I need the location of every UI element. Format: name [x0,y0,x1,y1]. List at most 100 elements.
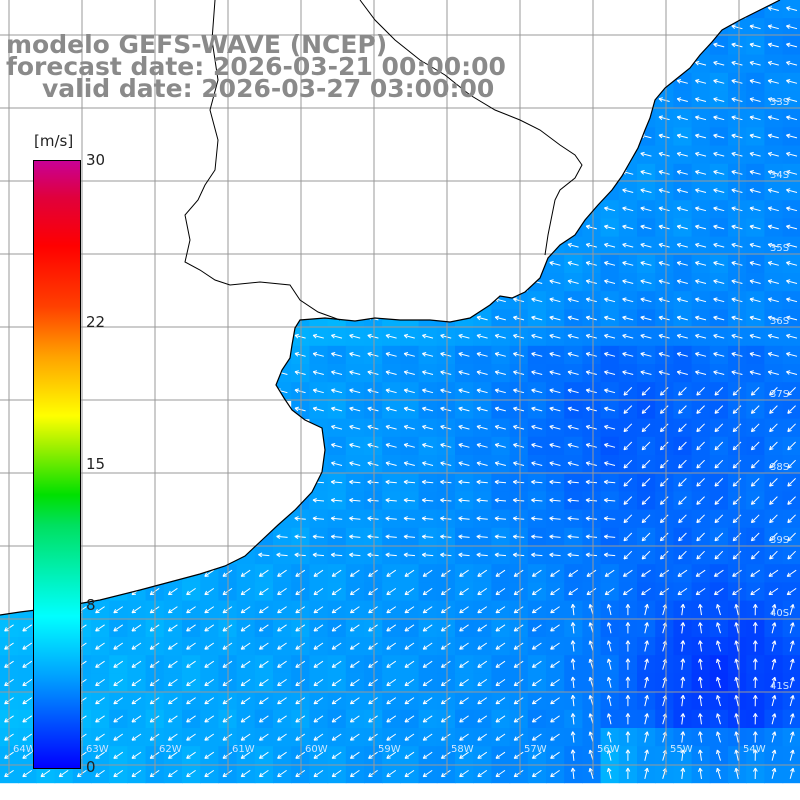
wind-arrow [440,352,452,357]
wind-arrow [640,224,652,230]
wind-arrow [385,388,397,394]
wind-arrow [606,640,612,652]
colorbar-unit: [m/s] [34,132,74,150]
wind-arrow [477,715,488,723]
wind-arrow [749,297,761,303]
wind-arrow [204,606,215,614]
wind-arrow [696,405,705,414]
wind-arrow [769,496,778,505]
wind-arrow [567,352,579,357]
wind-arrow [368,606,378,614]
wind-arrow [585,352,597,357]
wind-arrow [644,676,649,689]
land-mask [0,0,780,615]
wind-arrow [771,749,777,761]
wind-arrow [367,352,379,357]
wind-arrow [422,733,433,741]
wind-arrow [680,694,686,707]
wind-arrow [767,151,779,157]
wind-arrow [531,733,542,741]
wind-arrow [368,624,378,632]
wind-arrow [658,261,670,266]
wind-arrow [786,370,798,375]
wind-arrow [277,697,287,705]
wind-arrow [22,769,33,778]
wind-arrow [658,242,670,248]
wind-arrow [549,370,561,375]
wind-arrow [623,441,633,451]
wind-arrow [531,333,543,339]
wind-arrow [734,767,739,780]
wind-arrow [277,769,287,778]
wind-arrow [713,569,724,577]
wind-arrow [787,478,796,487]
wind-arrow [549,516,561,521]
wind-arrow [641,550,651,560]
wind-arrow [258,569,269,577]
wind-arrow [676,352,688,357]
wind-arrow [167,624,178,632]
wind-arrow [495,587,506,596]
wind-arrow [585,224,597,230]
wind-arrow [330,552,343,558]
wind-arrow [641,387,651,396]
wind-arrow [769,478,778,487]
wind-arrow [512,552,525,558]
wind-arrow [750,514,760,524]
wind-arrow [513,660,524,668]
wind-arrow [625,658,631,670]
wind-arrow [312,406,324,412]
wind-arrow [787,459,796,469]
wind-arrow [258,715,269,723]
wind-arrow [331,733,342,741]
wind-arrow [368,569,378,577]
wind-arrow [349,479,361,485]
wind-arrow [567,461,579,466]
wind-arrow [789,604,795,616]
wind-arrow [676,333,688,339]
wind-arrow [570,603,576,616]
wind-arrow [458,406,470,412]
wind-arrow [716,604,721,616]
wind-arrow [640,370,652,375]
wind-arrow [677,587,688,596]
wind-arrow [531,516,543,521]
wind-arrow [695,115,707,121]
wind-arrow [695,133,707,139]
wind-arrow [789,622,795,634]
wind-arrow [404,569,415,577]
wind-arrow [40,769,51,778]
wind-arrow [186,642,196,650]
wind-arrow [277,715,287,723]
wind-arrow [513,642,524,650]
wind-arrow [494,552,507,558]
wind-arrow [331,370,343,375]
wind-arrow [680,749,686,761]
wind-arrow [313,569,324,577]
wind-arrow [659,459,669,469]
latitude-label: 41S [770,681,789,692]
wind-arrow [659,514,669,524]
wind-arrow [787,441,796,451]
wind-arrow [313,715,324,723]
wind-arrow [749,170,761,175]
colorbar-tick-label: 30 [86,151,106,169]
wind-arrow [22,697,33,705]
wind-arrow [531,552,543,558]
wind-arrow [331,660,342,668]
wind-arrow [186,678,196,687]
wind-arrow [623,514,633,524]
wind-arrow [403,388,415,394]
wind-arrow [678,514,687,524]
wind-arrow [295,606,306,614]
wind-arrow [494,388,506,394]
wind-arrow [204,769,215,778]
wind-arrow [787,496,796,505]
wind-arrow [606,731,612,743]
wind-arrow [477,678,488,687]
wind-arrow [767,24,779,30]
wind-arrow [731,370,743,375]
wind-arrow [567,406,579,412]
wind-arrow [513,461,525,466]
wind-arrow [295,697,306,705]
